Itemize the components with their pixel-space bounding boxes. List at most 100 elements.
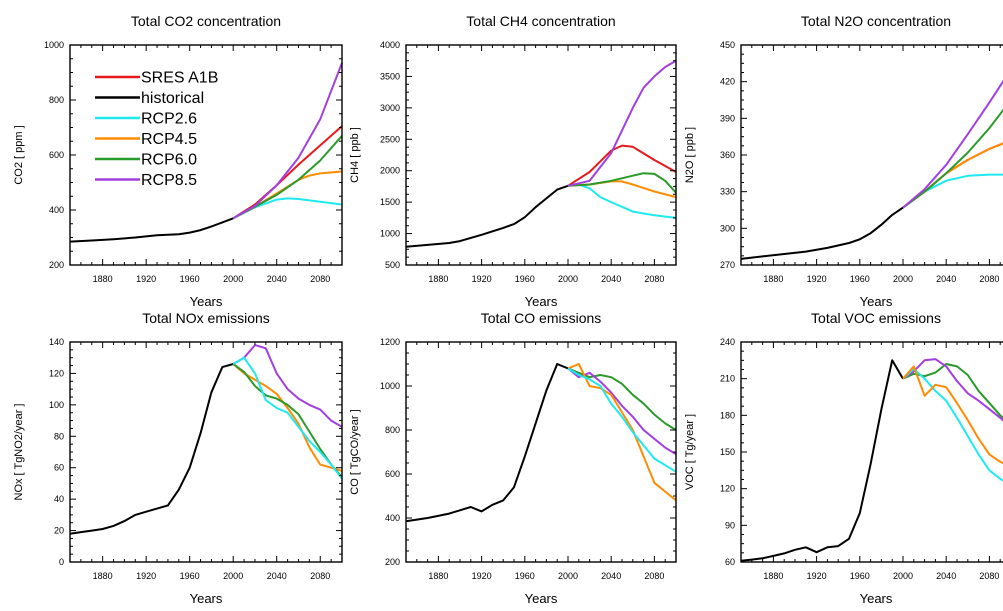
y-axis-label: CH4 [ ppb ] — [349, 127, 361, 183]
x-axis-label: Years — [525, 294, 558, 309]
series-line-historical — [740, 359, 904, 562]
y-axis-label: VOC [ Tg/year ] — [684, 414, 696, 490]
series-line-rcp8-5 — [567, 59, 677, 187]
x-tick-label: 2040 — [601, 274, 621, 284]
y-tick-label: 0 — [59, 557, 64, 567]
y-tick-label: 3000 — [380, 103, 400, 113]
panel-title: Total VOC emissions — [811, 310, 941, 326]
x-tick-label: 1960 — [180, 571, 200, 581]
y-tick-label: 1500 — [380, 197, 400, 207]
y-tick-label: 90 — [725, 520, 735, 530]
y-tick-label: 210 — [720, 374, 735, 384]
x-tick-label: 2040 — [601, 571, 621, 581]
x-tick-label: 1960 — [850, 571, 870, 581]
x-tick-label: 1960 — [850, 274, 870, 284]
x-tick-label: 1920 — [472, 274, 492, 284]
x-tick-label: 2000 — [558, 571, 578, 581]
y-tick-label: 4000 — [380, 40, 400, 50]
x-tick-label: 2080 — [979, 274, 999, 284]
y-tick-label: 270 — [720, 260, 735, 270]
panel-1: Total CO2 concentration Years CO2 [ ppm ] 1… — [13, 13, 343, 309]
x-tick-label: 2040 — [267, 571, 287, 581]
y-tick-label: 120 — [720, 484, 735, 494]
y-tick-label: 600 — [385, 469, 400, 479]
legend-label: historical — [141, 90, 204, 107]
x-axis-label: Years — [190, 294, 223, 309]
y-tick-label: 500 — [385, 260, 400, 270]
y-tick-label: 1000 — [380, 381, 400, 391]
series-line-sres-a1b — [232, 125, 343, 220]
y-tick-label: 2000 — [380, 166, 400, 176]
series-line-rcp4-5 — [232, 363, 343, 472]
series-line-historical — [69, 363, 234, 535]
series-line-rcp4-5 — [902, 365, 1003, 465]
x-tick-label: 1920 — [472, 571, 492, 581]
legend-label: RCP4.5 — [141, 131, 197, 148]
series-line-rcp4-5 — [567, 180, 677, 199]
series-line-rcp6-0 — [567, 172, 677, 194]
x-tick-label: 1880 — [93, 274, 113, 284]
series-line-rcp8-5 — [232, 62, 343, 220]
y-tick-label: 390 — [720, 113, 735, 123]
panel-3: Total N2O concentration Years N2O [ ppb ] 1… — [684, 13, 1003, 309]
x-axis-label: Years — [860, 294, 893, 309]
y-tick-label: 400 — [49, 205, 64, 215]
y-axis-label: N2O [ ppb ] — [684, 127, 696, 183]
legend-label: RCP2.6 — [141, 111, 197, 128]
x-tick-label: 2040 — [936, 274, 956, 284]
x-tick-label: 1880 — [428, 274, 448, 284]
plot-frame — [405, 341, 677, 563]
series-line-rcp8-5 — [567, 367, 677, 456]
series-line-rcp8-5 — [902, 79, 1003, 209]
x-tick-label: 2080 — [979, 571, 999, 581]
x-axis-label: Years — [860, 591, 893, 606]
legend-label: RCP8.5 — [141, 172, 197, 189]
y-tick-label: 330 — [720, 187, 735, 197]
panel-title: Total CO emissions — [481, 310, 602, 326]
plot-frame — [69, 341, 343, 563]
y-tick-label: 360 — [720, 150, 735, 160]
panel-2: Total CH4 concentration Years CH4 [ ppb ] 1… — [349, 13, 677, 309]
x-tick-label: 2080 — [310, 274, 330, 284]
series-line-rcp8-5 — [902, 358, 1003, 422]
panel-4: Total NOx emissions Years NOx [ TgNO2/year… — [13, 310, 343, 606]
legend-label: SRES A1B — [141, 70, 218, 87]
series-line-rcp6-0 — [902, 108, 1003, 209]
x-tick-label: 2000 — [893, 571, 913, 581]
x-tick-label: 1920 — [136, 571, 156, 581]
series-line-historical — [405, 184, 569, 248]
y-tick-label: 60 — [725, 557, 735, 567]
series-line-rcp4-5 — [232, 170, 343, 220]
y-tick-label: 200 — [49, 260, 64, 270]
x-tick-label: 2000 — [223, 571, 243, 581]
y-tick-label: 400 — [385, 513, 400, 523]
series-line-historical — [405, 363, 569, 523]
x-tick-label: 1920 — [807, 571, 827, 581]
y-tick-label: 420 — [720, 77, 735, 87]
series-line-rcp2-6 — [902, 173, 1003, 209]
y-axis-label: NOx [ TgNO2/year ] — [13, 404, 25, 501]
y-tick-label: 300 — [720, 223, 735, 233]
panel-5: Total CO emissions Years CO [ TgCO/year ] 1… — [349, 310, 677, 606]
x-tick-label: 2040 — [936, 571, 956, 581]
series-line-rcp2-6 — [567, 183, 677, 219]
x-tick-label: 2040 — [267, 274, 287, 284]
series-line-rcp6-0 — [232, 363, 343, 478]
x-tick-label: 2080 — [644, 274, 664, 284]
x-tick-label: 1880 — [93, 571, 113, 581]
x-tick-label: 1960 — [180, 274, 200, 284]
y-tick-label: 1200 — [380, 337, 400, 347]
y-tick-label: 60 — [54, 463, 64, 473]
x-tick-label: 1880 — [763, 571, 783, 581]
series-line-rcp6-0 — [567, 367, 677, 431]
x-tick-label: 1880 — [428, 571, 448, 581]
panel-title: Total CH4 concentration — [466, 13, 615, 29]
y-tick-label: 180 — [720, 410, 735, 420]
x-tick-label: 1960 — [515, 274, 535, 284]
x-tick-label: 1960 — [515, 571, 535, 581]
y-tick-label: 80 — [54, 431, 64, 441]
plot-frame — [405, 44, 677, 266]
series-line-rcp2-6 — [232, 356, 343, 480]
